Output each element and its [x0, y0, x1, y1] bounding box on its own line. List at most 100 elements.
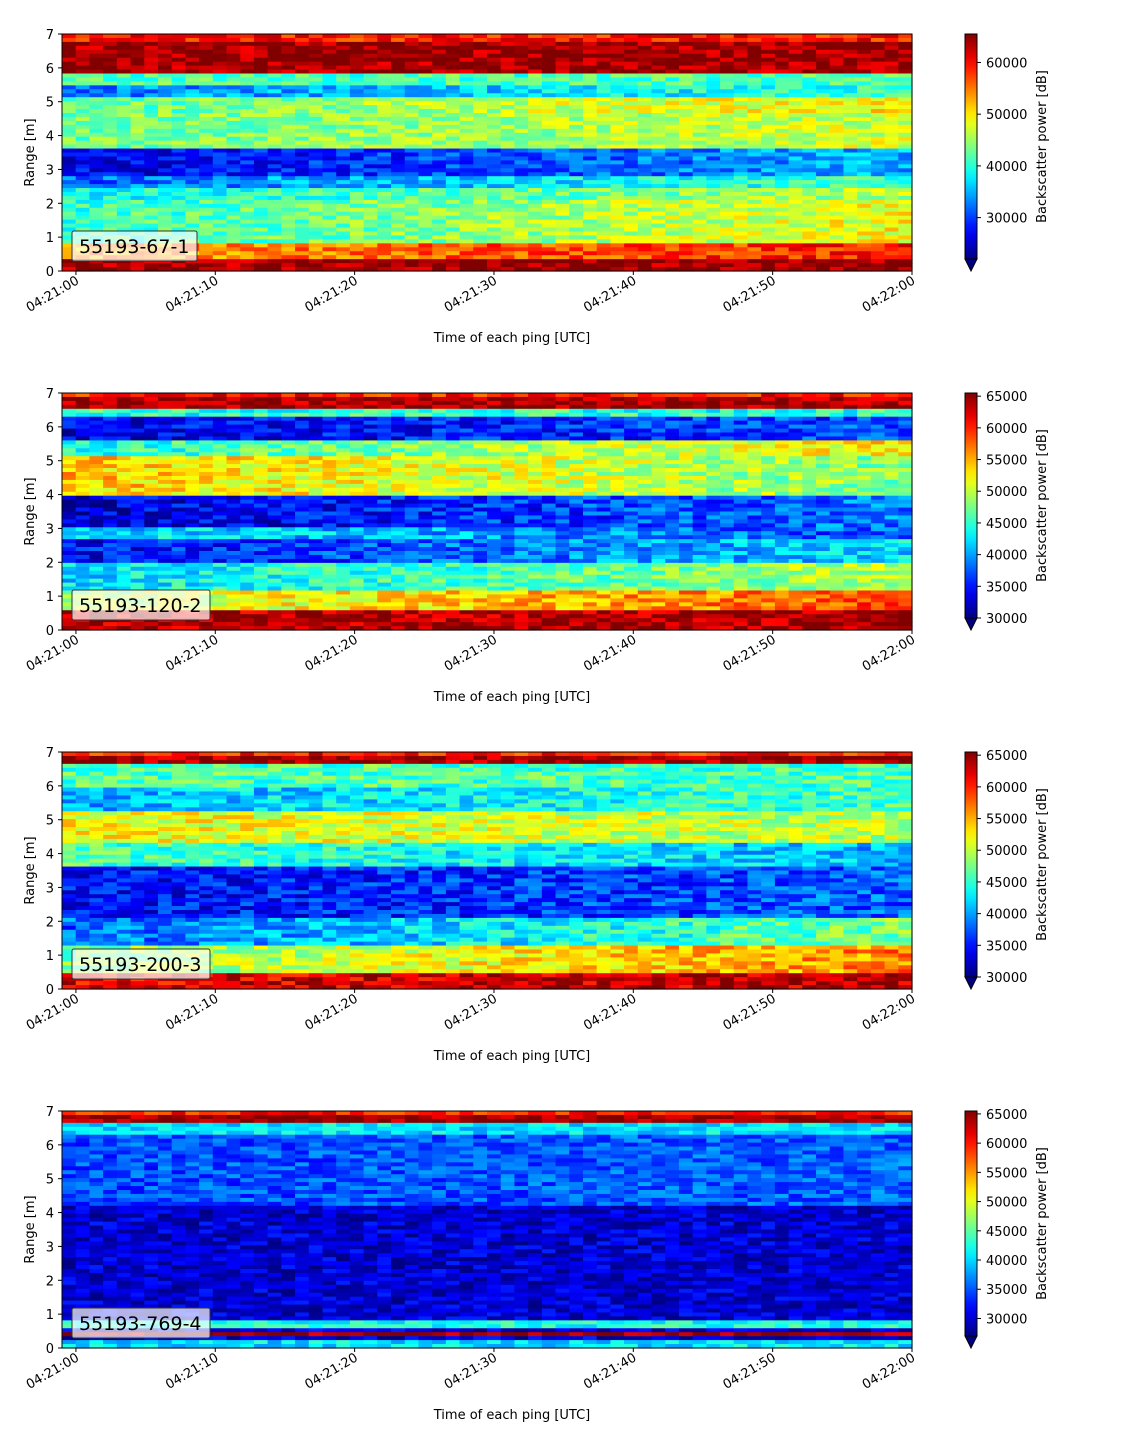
- heatmap-cell: [336, 464, 351, 469]
- heatmap-cell: [103, 511, 118, 517]
- heatmap-cell: [116, 491, 132, 497]
- heatmap-cell: [240, 594, 255, 599]
- heatmap-cell: [308, 440, 324, 445]
- heatmap-cell: [281, 116, 296, 122]
- heatmap-cell: [487, 116, 502, 122]
- heatmap-cell: [336, 101, 351, 106]
- heatmap-cell: [720, 34, 735, 39]
- heatmap-cell: [391, 105, 406, 110]
- heatmap-cell: [89, 176, 104, 181]
- heatmap-cell: [253, 267, 269, 272]
- heatmap-cell: [295, 65, 310, 71]
- heatmap-cell: [500, 227, 516, 233]
- heatmap-cell: [240, 136, 255, 142]
- heatmap-cell: [281, 73, 296, 79]
- heatmap-cell: [130, 582, 145, 588]
- heatmap-cell: [171, 420, 186, 426]
- heatmap-cell: [185, 393, 200, 398]
- heatmap-cell: [774, 89, 790, 94]
- heatmap-cell: [185, 487, 200, 493]
- heatmap-cell: [253, 255, 269, 260]
- heatmap-cell: [596, 243, 611, 248]
- heatmap-cell: [802, 219, 817, 225]
- heatmap-cell: [870, 251, 886, 256]
- heatmap-cell: [404, 152, 420, 158]
- heatmap-cell: [295, 511, 310, 517]
- heatmap-cell: [199, 519, 214, 524]
- heatmap-cell: [322, 396, 337, 402]
- heatmap-cell: [130, 531, 145, 536]
- heatmap-cell: [212, 81, 228, 86]
- heatmap-cell: [541, 172, 557, 177]
- heatmap-cell: [295, 69, 310, 75]
- heatmap-cell: [212, 424, 228, 430]
- heatmap-cell: [199, 239, 214, 244]
- heatmap-cell: [308, 456, 324, 461]
- heatmap-cell: [308, 578, 324, 584]
- heatmap-cell: [62, 263, 77, 268]
- heatmap-cell: [884, 57, 899, 63]
- heatmap-cell: [62, 594, 77, 599]
- heatmap-cell: [404, 101, 420, 106]
- heatmap-cell: [253, 53, 269, 59]
- heatmap-cell: [253, 73, 269, 79]
- heatmap-cell: [898, 160, 913, 165]
- heatmap-cell: [870, 77, 886, 82]
- heatmap-cell: [459, 152, 474, 158]
- heatmap-cell: [130, 116, 145, 122]
- heatmap-cell: [322, 140, 337, 146]
- heatmap-cell: [445, 109, 461, 114]
- heatmap-cell: [637, 160, 653, 165]
- heatmap-cell: [185, 558, 200, 564]
- heatmap-cell: [816, 152, 831, 158]
- heatmap-cell: [349, 184, 365, 189]
- heatmap-cell: [884, 120, 899, 126]
- heatmap-cell: [281, 626, 296, 631]
- heatmap-cell: [130, 144, 145, 150]
- heatmap-cell: [898, 263, 913, 268]
- heatmap-cell: [761, 34, 776, 39]
- heatmap-cell: [377, 160, 392, 165]
- heatmap-cell: [898, 37, 913, 43]
- heatmap-cell: [596, 172, 611, 177]
- heatmap-cell: [459, 73, 474, 79]
- heatmap-cell: [322, 247, 337, 252]
- heatmap-cell: [898, 203, 913, 209]
- heatmap-cell: [267, 144, 282, 150]
- heatmap-cell: [308, 475, 324, 481]
- heatmap-cell: [774, 192, 790, 197]
- heatmap-cell: [103, 487, 118, 493]
- heatmap-cell: [349, 156, 365, 161]
- heatmap-cell: [404, 247, 420, 252]
- heatmap-cell: [487, 148, 502, 154]
- heatmap-cell: [103, 404, 118, 410]
- heatmap-cell: [637, 81, 653, 86]
- heatmap-cell: [473, 97, 488, 102]
- heatmap-cell: [500, 251, 516, 256]
- heatmap-cell: [185, 176, 200, 181]
- heatmap-cell: [281, 109, 296, 114]
- heatmap-cell: [267, 483, 282, 489]
- heatmap-cell: [281, 97, 296, 102]
- heatmap-cell: [802, 116, 817, 122]
- heatmap-cell: [62, 57, 77, 63]
- heatmap-cell: [281, 404, 296, 410]
- heatmap-cell: [212, 472, 228, 477]
- heatmap-cell: [267, 622, 282, 627]
- heatmap-cell: [624, 156, 639, 161]
- heatmap-cell: [267, 160, 282, 165]
- heatmap-cell: [281, 475, 296, 481]
- heatmap-cell: [500, 69, 516, 75]
- heatmap-cell: [212, 531, 228, 536]
- heatmap-cell: [761, 65, 776, 71]
- heatmap-cell: [665, 93, 680, 98]
- heatmap-cell: [788, 81, 803, 86]
- heatmap-cell: [103, 219, 118, 225]
- heatmap-cell: [212, 97, 228, 102]
- heatmap-cell: [308, 109, 324, 114]
- heatmap-cell: [212, 495, 228, 501]
- heatmap-cell: [89, 558, 104, 564]
- heatmap-cell: [459, 109, 474, 114]
- heatmap-cell: [788, 184, 803, 189]
- heatmap-cell: [528, 65, 543, 71]
